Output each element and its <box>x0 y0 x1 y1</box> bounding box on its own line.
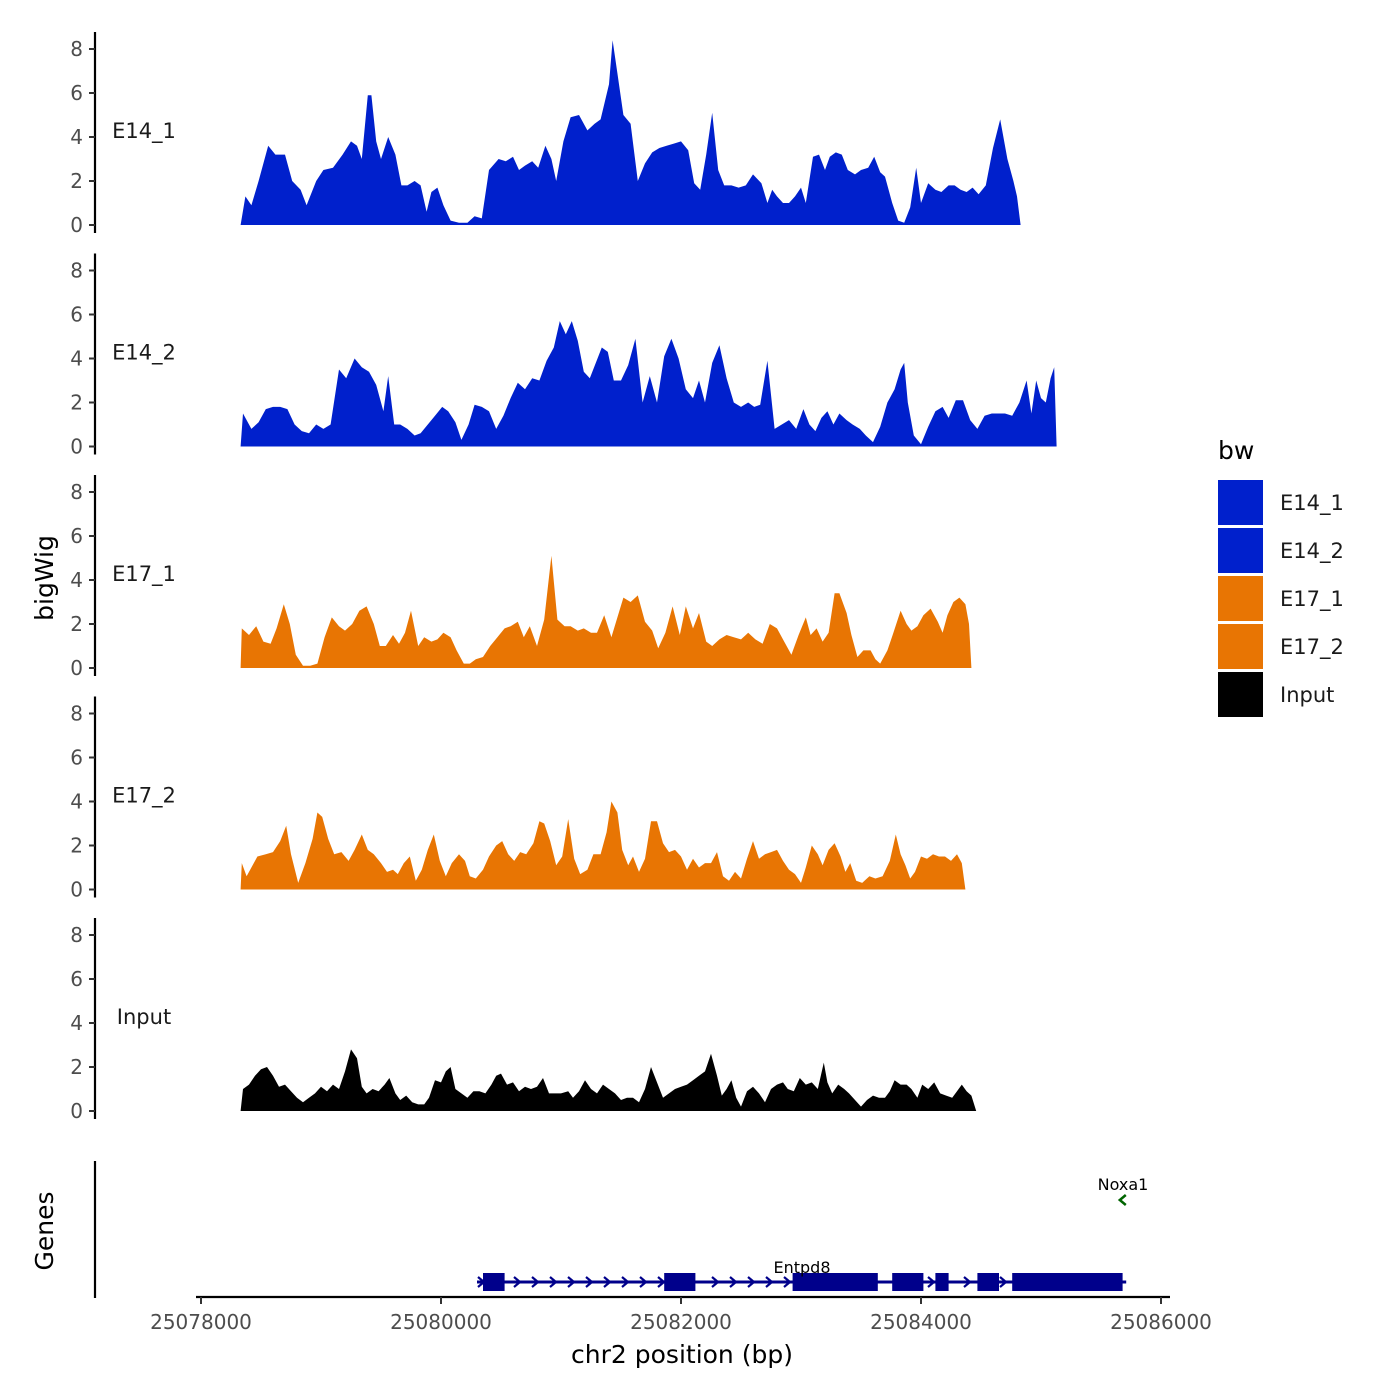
y-tick-label-E17_2-8: 8 <box>70 702 83 726</box>
y-tick-label-E14_2-4: 4 <box>70 347 83 371</box>
track-E17_2: 0 2 4 6 8 E17_2 <box>70 696 966 902</box>
legend-label-Input: Input <box>1280 683 1334 707</box>
legend-swatch-E14_2 <box>1218 528 1263 573</box>
gene-strand-chevron <box>657 1276 666 1288</box>
gene-Noxa1: Noxa1 <box>1098 1175 1149 1206</box>
exon-Entpd8-4 <box>892 1273 924 1291</box>
track-label-E14_1: E14_1 <box>112 119 176 144</box>
y-tick-label-Input-0: 0 <box>70 1099 83 1123</box>
gene-strand-chevron <box>513 1276 522 1288</box>
tracks-layer: 0 2 4 6 8 E14_1 0 2 4 6 8 E14_2 0 2 4 6 8 E17_1 0 2 4 6 8 E17_2… <box>70 32 1057 1123</box>
track-label-Input: Input <box>117 1005 171 1029</box>
y-tick-label-E17_2-2: 2 <box>70 834 83 858</box>
y-tick-label-E14_1-0: 0 <box>70 213 83 237</box>
x-tick-label-25086000: 25086000 <box>1110 1310 1212 1334</box>
y-tick-label-E17_1-8: 8 <box>70 480 83 504</box>
gene-strand-chevron <box>639 1276 648 1288</box>
exon-Entpd8-3 <box>792 1273 878 1291</box>
y-tick-label-Input-2: 2 <box>70 1055 83 1079</box>
gene-strand-chevron <box>927 1276 936 1288</box>
track-label-E14_2: E14_2 <box>112 341 176 366</box>
gene-strand-chevron <box>999 1276 1008 1288</box>
coverage-area-E14_1 <box>240 40 1021 226</box>
legend-label-E17_1: E17_1 <box>1280 587 1344 612</box>
y-tick-label-E17_1-0: 0 <box>70 656 83 680</box>
y-tick-label-E17_2-6: 6 <box>70 746 83 770</box>
legend-label-E14_1: E14_1 <box>1280 491 1344 516</box>
x-axis: 25078000 25080000 25082000 25084000 25086000 <box>150 1295 1212 1334</box>
y-tick-label-E14_2-6: 6 <box>70 303 83 327</box>
gene-strand-chevron <box>621 1276 630 1288</box>
y-axis-title: bigWig <box>30 535 59 621</box>
gene-label-Noxa1: Noxa1 <box>1098 1175 1149 1194</box>
exon-Entpd8-6 <box>977 1273 999 1291</box>
y-tick-label-E14_2-8: 8 <box>70 259 83 283</box>
track-label-E17_2: E17_2 <box>112 784 176 809</box>
y-tick-label-E14_2-0: 0 <box>70 435 83 459</box>
x-tick-label-25080000: 25080000 <box>390 1310 492 1334</box>
x-tick-label-25078000: 25078000 <box>150 1310 252 1334</box>
legend-title: bw <box>1218 436 1254 465</box>
y-tick-label-E17_2-4: 4 <box>70 790 83 814</box>
gene-strand-chevron <box>963 1276 972 1288</box>
y-tick-label-E14_1-8: 8 <box>70 37 83 61</box>
legend-swatch-Input <box>1218 672 1263 717</box>
y-tick-label-Input-8: 8 <box>70 923 83 947</box>
coverage-area-Input <box>240 1049 977 1111</box>
legend-label-E14_2: E14_2 <box>1280 539 1344 564</box>
y-tick-label-E17_1-6: 6 <box>70 524 83 548</box>
y-tick-label-E14_1-6: 6 <box>70 81 83 105</box>
track-E14_1: 0 2 4 6 8 E14_1 <box>70 32 1021 237</box>
gene-Entpd8: Entpd8 <box>477 1258 1127 1291</box>
y-tick-label-E17_2-0: 0 <box>70 878 83 902</box>
legend-swatch-E17_1 <box>1218 576 1263 621</box>
gene-strand-chevron <box>603 1276 612 1288</box>
gene-strand-chevron <box>531 1276 540 1288</box>
gene-strand-chevron <box>729 1276 738 1288</box>
gene-strand-chevron <box>1117 1194 1127 1206</box>
y-tick-label-E14_1-2: 2 <box>70 169 83 193</box>
genes-layer: Entpd8 Noxa1 <box>93 1161 1149 1298</box>
gene-strand-chevron <box>783 1276 792 1288</box>
gene-strand-chevron <box>747 1276 756 1288</box>
gene-strand-chevron <box>585 1276 594 1288</box>
y-tick-label-E17_1-2: 2 <box>70 612 83 636</box>
track-label-E17_1: E17_1 <box>112 562 176 587</box>
legend-swatch-E17_2 <box>1218 624 1263 669</box>
gene-label-Entpd8: Entpd8 <box>773 1258 830 1277</box>
legend: bw E14_1 E14_2 E17_1 E17_2 Input <box>1218 436 1344 717</box>
exon-Entpd8-7 <box>1012 1273 1123 1291</box>
y-tick-label-E17_1-4: 4 <box>70 568 83 592</box>
exon-Entpd8-5 <box>935 1273 949 1291</box>
gene-strand-chevron <box>711 1276 720 1288</box>
exon-Entpd8-1 <box>483 1273 505 1291</box>
y-tick-label-E14_2-2: 2 <box>70 391 83 415</box>
track-E17_1: 0 2 4 6 8 E17_1 <box>70 475 972 680</box>
gene-strand-chevron <box>549 1276 558 1288</box>
track-E14_2: 0 2 4 6 8 E14_2 <box>70 253 1057 459</box>
coverage-area-E14_2 <box>240 321 1057 447</box>
coverage-area-E17_2 <box>240 801 966 890</box>
x-tick-label-25084000: 25084000 <box>870 1310 972 1334</box>
coverage-area-E17_1 <box>240 555 972 668</box>
y-tick-label-E14_1-4: 4 <box>70 125 83 149</box>
gene-strand-chevron <box>567 1276 576 1288</box>
y-tick-label-Input-6: 6 <box>70 967 83 991</box>
x-axis-title: chr2 position (bp) <box>571 1340 793 1369</box>
gene-strand-chevron <box>765 1276 774 1288</box>
y-tick-label-Input-4: 4 <box>70 1011 83 1035</box>
exon-Entpd8-2 <box>664 1273 696 1291</box>
legend-label-E17_2: E17_2 <box>1280 635 1344 660</box>
x-tick-label-25082000: 25082000 <box>630 1310 732 1334</box>
track-Input: 0 2 4 6 8 Input <box>70 918 977 1123</box>
legend-swatch-E14_1 <box>1218 480 1263 525</box>
genes-axis-title: Genes <box>30 1191 59 1270</box>
